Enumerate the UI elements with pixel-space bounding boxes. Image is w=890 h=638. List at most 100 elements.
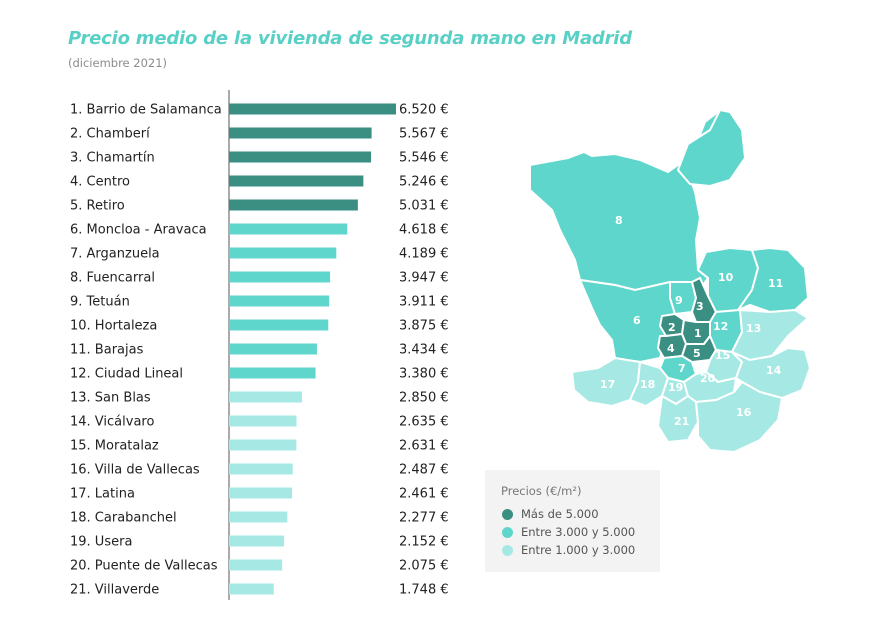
value-label: 3.875 €: [399, 319, 449, 334]
category-label: 3. Chamartín: [70, 151, 155, 166]
bar: [229, 271, 331, 283]
map-label-15: 15: [715, 349, 730, 362]
category-label: 1. Barrio de Salamanca: [70, 103, 222, 118]
value-label: 3.380 €: [399, 367, 449, 382]
map-label-18: 18: [640, 378, 655, 391]
map-label-14: 14: [766, 364, 782, 377]
legend-label-high: Más de 5.000: [521, 507, 599, 521]
bar: [229, 247, 337, 259]
legend-title: Precios (€/m²): [501, 484, 582, 498]
map-label-2: 2: [668, 321, 676, 334]
category-label: 13. San Blas: [70, 391, 151, 406]
category-label: 2. Chamberí: [70, 127, 150, 142]
value-label: 5.246 €: [399, 175, 449, 190]
bar: [229, 127, 372, 139]
category-label: 19. Usera: [70, 535, 132, 550]
bar: [229, 199, 358, 211]
bar: [229, 295, 330, 307]
category-label: 5. Retiro: [70, 199, 125, 214]
map-label-20: 20: [700, 372, 716, 385]
bar: [229, 391, 302, 403]
map-label-19: 19: [668, 381, 683, 394]
value-label: 2.461 €: [399, 487, 449, 502]
category-label: 15. Moratalaz: [70, 439, 159, 454]
map-label-13: 13: [746, 322, 761, 335]
legend-item-mid: Entre 3.000 y 5.000: [502, 524, 635, 540]
category-label: 21. Villaverde: [70, 583, 159, 598]
legend-swatch-mid: [502, 526, 513, 538]
map-label-8: 8: [615, 214, 623, 227]
category-label: 4. Centro: [70, 175, 130, 190]
category-label: 18. Carabanchel: [70, 511, 177, 526]
category-label: 20. Puente de Vallecas: [70, 559, 218, 574]
category-label: 17. Latina: [70, 487, 135, 502]
category-label: 9. Tetuán: [70, 295, 130, 310]
map-label-1: 1: [694, 327, 702, 340]
value-label: 3.947 €: [399, 271, 449, 286]
value-label: 2.075 €: [399, 559, 449, 574]
category-label: 14. Vicálvaro: [70, 415, 154, 430]
bar: [229, 151, 372, 163]
legend-label-mid: Entre 3.000 y 5.000: [521, 525, 636, 539]
map-label-17: 17: [600, 378, 615, 391]
map-label-12: 12: [713, 320, 728, 333]
value-label: 4.189 €: [399, 247, 449, 262]
category-label: 8. Fuencarral: [70, 271, 155, 286]
map-district-8-north: [676, 108, 747, 188]
value-label: 3.434 €: [399, 343, 449, 358]
legend-label-low: Entre 1.000 y 3.000: [521, 543, 636, 557]
map-label-4: 4: [667, 342, 675, 355]
value-label: 5.546 €: [399, 151, 449, 166]
map-label-16: 16: [736, 406, 752, 419]
bar: [229, 487, 293, 499]
bar: [229, 223, 348, 235]
bar: [229, 583, 274, 595]
map-label-9: 9: [675, 294, 683, 307]
value-label: 4.618 €: [399, 223, 449, 238]
value-label: 2.631 €: [399, 439, 449, 454]
value-label: 2.277 €: [399, 511, 449, 526]
chart-subtitle: (diciembre 2021): [68, 56, 168, 70]
legend-item-low: Entre 1.000 y 3.000: [502, 542, 635, 558]
category-label: 16. Villa de Vallecas: [70, 463, 200, 478]
value-label: 2.152 €: [399, 535, 449, 550]
map-district-18: [628, 360, 670, 408]
chart-title: Precio medio de la vivienda de segunda m…: [68, 28, 632, 49]
category-label: 6. Moncloa - Aravaca: [70, 223, 207, 238]
bar: [229, 367, 316, 379]
map-label-11: 11: [768, 277, 783, 290]
bar: [229, 415, 297, 427]
bar: [229, 535, 285, 547]
map-district-16: [694, 380, 784, 454]
value-label: 5.567 €: [399, 127, 449, 142]
value-label: 3.911 €: [399, 295, 449, 310]
value-label: 2.850 €: [399, 391, 449, 406]
map-district-13: [730, 308, 810, 362]
legend: Precios (€/m²) Más de 5.000 Entre 3.000 …: [485, 470, 660, 572]
map-label-21: 21: [674, 415, 689, 428]
bar: [229, 559, 283, 571]
value-label: 5.031 €: [399, 199, 449, 214]
bar: [229, 343, 317, 355]
bar: [229, 175, 364, 187]
value-label: 2.635 €: [399, 415, 449, 430]
legend-swatch-low: [502, 544, 513, 556]
legend-item-high: Más de 5.000: [502, 506, 599, 522]
category-label: 7. Arganzuela: [70, 247, 160, 262]
value-label: 2.487 €: [399, 463, 449, 478]
map-label-3: 3: [696, 300, 704, 313]
bar: [229, 463, 293, 475]
bar: [229, 511, 288, 523]
map-label-5: 5: [693, 347, 701, 360]
bar: [229, 319, 329, 331]
bar: [229, 439, 297, 451]
value-label: 6.520 €: [399, 103, 449, 118]
bar: [229, 103, 396, 115]
legend-swatch-high: [502, 508, 513, 520]
madrid-districts-map: 1 2 3 4 5 6 7 8 9 10 11 12 13 14 15 16 1…: [529, 108, 812, 454]
category-label: 10. Hortaleza: [70, 319, 157, 334]
map-label-7: 7: [678, 362, 686, 375]
map-label-6: 6: [633, 314, 641, 327]
category-label: 11. Barajas: [70, 343, 144, 358]
